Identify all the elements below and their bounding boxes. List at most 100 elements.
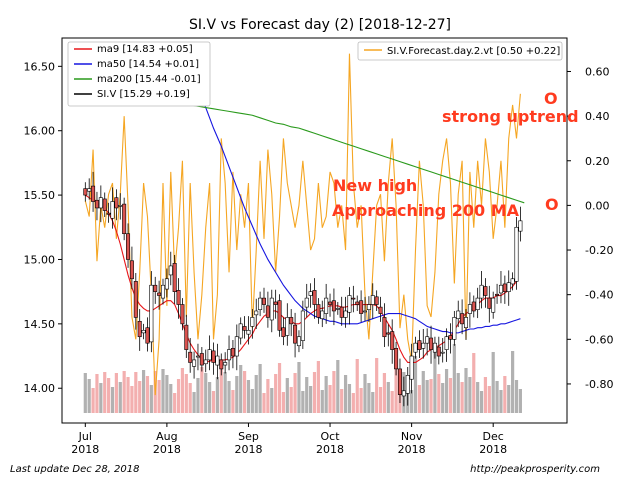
volume-bar — [343, 375, 348, 413]
left-tick-label: 14.00 — [24, 382, 56, 395]
candle-body — [168, 265, 173, 276]
volume-bar — [239, 365, 243, 413]
volume-bar — [429, 379, 433, 413]
volume-bar — [460, 382, 464, 413]
candle-body — [413, 342, 418, 353]
chart-title: SI.V vs Forecast day (2) [2018-12-27] — [189, 17, 451, 33]
legend-entry: ma50 [14.54 +0.01] — [97, 59, 199, 70]
candle-body — [157, 292, 162, 296]
candle-body — [386, 332, 391, 335]
right-tick-label: -0.40 — [585, 289, 613, 302]
candle-body — [463, 317, 468, 329]
volume-bar — [250, 389, 254, 413]
volume-bar — [448, 378, 453, 413]
volume-bar — [336, 360, 340, 413]
candle-body — [518, 220, 523, 232]
candle-body — [331, 300, 336, 312]
candle-body — [405, 375, 410, 394]
candle-body — [506, 282, 511, 292]
volume-bar — [200, 367, 204, 413]
volume-bar — [107, 378, 111, 413]
candle-body — [126, 233, 131, 260]
volume-bar — [134, 372, 138, 413]
volume-bar — [476, 382, 480, 413]
candle-body — [188, 351, 193, 363]
candle-body — [429, 337, 434, 350]
candle-body — [378, 306, 383, 314]
candle-body — [180, 304, 185, 325]
volume-bar — [355, 359, 359, 413]
volume-bar — [99, 383, 103, 413]
volume-bar — [305, 377, 309, 413]
candle-body — [440, 351, 445, 354]
volume-bar — [464, 368, 468, 413]
volume-bar — [390, 391, 394, 413]
candle-body — [118, 205, 123, 207]
candle-body — [510, 278, 515, 285]
candle-body — [479, 284, 484, 299]
left-tick-label: 14.50 — [24, 318, 56, 331]
volume-bar — [375, 358, 379, 413]
legend-entry: SI.V [15.29 +0.19] — [97, 89, 190, 100]
volume-bar — [258, 364, 262, 413]
volume-bar — [83, 373, 87, 413]
candle-body — [246, 329, 251, 335]
volume-bar — [219, 366, 223, 413]
footer-url: http://peakprosperity.com — [470, 464, 600, 475]
candle-body — [394, 348, 399, 370]
candle-body — [452, 317, 457, 340]
volume-bar — [328, 385, 332, 413]
volume-bar — [87, 379, 91, 413]
volume-bar — [262, 393, 266, 413]
volume-bar — [479, 391, 484, 413]
candle-body — [347, 295, 352, 313]
x-tick-label: 2018 — [153, 443, 181, 456]
candle-body — [308, 291, 313, 296]
candle-body — [502, 283, 507, 292]
volume-bar — [382, 373, 387, 413]
candle-body — [324, 297, 329, 314]
candle-body — [133, 281, 138, 318]
volume-bar — [114, 373, 118, 413]
volume-bar — [495, 381, 499, 413]
volume-bar — [91, 388, 95, 413]
forecast-line — [84, 53, 521, 396]
volume-bar — [246, 380, 251, 413]
annotation-approaching-200-ma: Approaching 200 MA — [332, 201, 520, 220]
candle-body — [339, 306, 344, 318]
volume-bar — [309, 386, 313, 413]
candle-body — [242, 326, 247, 331]
volume-bar — [270, 388, 274, 413]
candle-body — [382, 317, 387, 338]
left-tick-label: 15.00 — [24, 253, 56, 266]
candle-body — [355, 301, 360, 305]
candle-body — [227, 349, 232, 361]
volume-bar — [444, 369, 449, 413]
candle-body — [254, 310, 259, 316]
volume-bar — [312, 372, 317, 413]
volume-bar — [363, 374, 367, 413]
candle-body — [362, 310, 367, 313]
legend-entry: ma9 [14.83 +0.05] — [97, 44, 193, 55]
candle-body — [448, 335, 453, 340]
candle-body — [370, 295, 375, 305]
x-tick-label: 2018 — [234, 443, 262, 456]
left-axis: 14.00 14.50 15.00 15.50 16.00 16.50 — [24, 60, 62, 395]
candle-body — [265, 305, 270, 318]
candle-body — [316, 304, 321, 318]
candle-body — [102, 198, 107, 211]
volume-bar — [499, 390, 503, 413]
candle-body — [374, 296, 379, 305]
candle-body — [495, 293, 500, 296]
right-tick-label: 0.20 — [585, 155, 610, 168]
volume-bar — [277, 363, 282, 413]
volume-bar — [413, 356, 418, 413]
annotation-strong-uptrend: strong uptrend — [442, 107, 579, 126]
volume-bar — [141, 370, 146, 413]
x-tick-label: Dec — [483, 430, 504, 443]
volume-bar — [161, 369, 165, 413]
volume-bar — [386, 382, 390, 413]
candle-body — [304, 297, 309, 308]
candle-body — [195, 355, 200, 358]
candle-body — [164, 278, 169, 290]
